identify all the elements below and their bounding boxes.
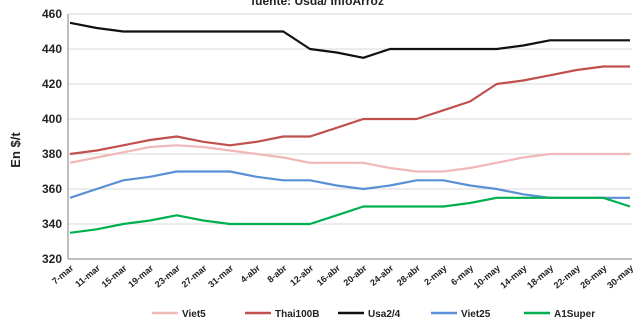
y-tick-label: 460	[42, 7, 62, 21]
y-tick-label: 340	[42, 217, 62, 231]
x-tick-label: 10-may	[472, 263, 502, 291]
series-line	[69, 21, 630, 59]
x-tick-label: 15-mar	[100, 263, 129, 290]
x-tick-label: 12-abr	[288, 263, 316, 288]
x-tick-label: 11-mar	[73, 263, 102, 290]
series-line	[69, 65, 630, 156]
x-tick-label: 24-abr	[368, 263, 396, 288]
x-tick-label: 28-abr	[395, 263, 423, 288]
gridlines	[68, 13, 632, 225]
x-tick-label: 19-mar	[126, 263, 155, 290]
y-tick-labels: 320 340 360 380 400 420 440 460	[42, 7, 62, 266]
series-line	[69, 196, 631, 234]
x-tick-label: 18-may	[525, 263, 555, 291]
y-tick-label: 320	[42, 252, 62, 266]
x-tick-label: 27-mar	[180, 263, 209, 290]
x-tick-label: 4-abr	[239, 263, 263, 285]
axes	[67, 14, 632, 260]
y-tick-label: 400	[42, 112, 62, 126]
x-tick-label: 14-may	[498, 263, 528, 291]
x-tick-label: 23-mar	[153, 263, 182, 290]
x-tick-label: 7-mar	[50, 263, 76, 287]
x-tick-label: 16-abr	[315, 263, 343, 288]
x-tick-label: 30-may	[605, 263, 635, 291]
y-tick-label: 420	[42, 77, 62, 91]
series-line	[69, 144, 630, 173]
legend-label: Thai100B	[275, 309, 319, 320]
x-tick-label: 20-abr	[341, 263, 369, 288]
legend-label: Viet25	[461, 309, 491, 320]
y-tick-label: 380	[42, 147, 62, 161]
series-line	[69, 170, 630, 199]
legend-label: A1Super	[554, 309, 595, 320]
chart-title: fuente: Usda/ InfoArroz	[251, 0, 384, 8]
y-axis-label: En $/t	[8, 132, 23, 168]
series-lines	[69, 21, 631, 234]
x-tick-labels: 7-mar11-mar15-mar19-mar23-mar27-mar31-ma…	[50, 263, 635, 291]
legend-label: Usa2/4	[368, 309, 401, 320]
x-tick-label: 8-abr	[265, 263, 289, 285]
y-tick-label: 440	[42, 42, 62, 56]
y-tick-label: 360	[42, 182, 62, 196]
x-tick-label: 31-mar	[206, 263, 235, 290]
legend-label: Viet5	[182, 309, 206, 320]
x-tick-label: 22-may	[552, 263, 582, 291]
legend: Viet5 Thai100B Usa2/4 Viet25 A1Super	[152, 309, 595, 320]
x-tick-label: 2-may	[422, 263, 448, 287]
x-tick-label: 26-may	[578, 263, 608, 291]
